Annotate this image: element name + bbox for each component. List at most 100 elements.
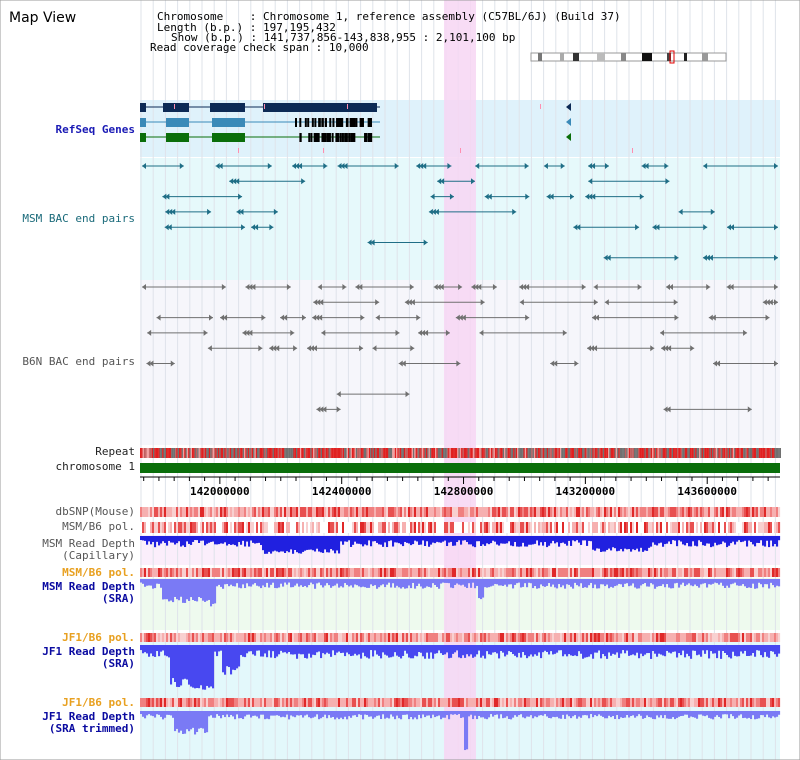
- bac-end-marker[interactable]: [251, 284, 256, 290]
- bac-end-marker[interactable]: [576, 224, 581, 231]
- msm-depth-sra-label[interactable]: MSM Read Depth (SRA): [42, 580, 135, 605]
- bac-end-marker[interactable]: [410, 299, 415, 306]
- bac-end-marker[interactable]: [666, 406, 671, 413]
- bac-end-marker[interactable]: [713, 360, 718, 367]
- bac-end-marker[interactable]: [524, 163, 529, 169]
- bac-end-marker[interactable]: [710, 208, 715, 215]
- gene-exon[interactable]: [308, 133, 311, 142]
- bac-end-marker[interactable]: [358, 284, 363, 290]
- bac-end-marker[interactable]: [248, 284, 253, 290]
- bac-end-marker[interactable]: [301, 314, 306, 321]
- bac-end-marker[interactable]: [162, 193, 167, 200]
- bac-end-marker[interactable]: [591, 314, 596, 321]
- bac-end-marker[interactable]: [272, 345, 277, 352]
- bac-end-marker[interactable]: [484, 193, 489, 200]
- gene-exon[interactable]: [140, 118, 146, 127]
- bac-end-marker[interactable]: [375, 314, 380, 321]
- bac-end-marker[interactable]: [422, 163, 427, 169]
- bac-end-marker[interactable]: [585, 193, 590, 200]
- bac-end-marker[interactable]: [394, 163, 399, 169]
- bac-end-marker[interactable]: [668, 284, 673, 290]
- bac-end-marker[interactable]: [525, 193, 530, 200]
- bac-end-marker[interactable]: [433, 284, 438, 290]
- bac-end-marker[interactable]: [765, 314, 770, 321]
- bac-end-marker[interactable]: [290, 329, 295, 336]
- chromosome-ideogram[interactable]: [530, 50, 727, 64]
- bac-end-marker[interactable]: [665, 178, 670, 185]
- gene-exon[interactable]: [321, 133, 324, 142]
- bac-end-marker[interactable]: [774, 224, 778, 231]
- gene-exon[interactable]: [341, 118, 344, 127]
- bac-end-marker[interactable]: [479, 329, 484, 336]
- bac-end-marker[interactable]: [208, 314, 213, 321]
- bac-end-marker[interactable]: [301, 178, 306, 185]
- bac-end-marker[interactable]: [593, 299, 598, 306]
- bac-end-marker[interactable]: [480, 299, 485, 306]
- bac-end-marker[interactable]: [774, 284, 778, 290]
- bac-end-marker[interactable]: [254, 224, 259, 231]
- bac-end-marker[interactable]: [708, 314, 713, 321]
- bac-end-marker[interactable]: [663, 406, 668, 413]
- gene-exon[interactable]: [353, 133, 356, 142]
- gene-exon[interactable]: [323, 133, 326, 142]
- bac-end-marker[interactable]: [593, 284, 598, 290]
- bac-end-marker[interactable]: [546, 193, 551, 200]
- gene-exon[interactable]: [350, 118, 353, 127]
- bac-end-marker[interactable]: [236, 208, 241, 215]
- bac-end-marker[interactable]: [168, 208, 173, 215]
- bac-end-marker[interactable]: [309, 345, 314, 352]
- bac-end-marker[interactable]: [323, 163, 328, 169]
- bac-end-marker[interactable]: [336, 391, 341, 398]
- bac-end-marker[interactable]: [522, 284, 527, 290]
- gene-exon[interactable]: [321, 118, 324, 127]
- bac-end-marker[interactable]: [703, 224, 708, 231]
- bac-end-marker[interactable]: [587, 345, 592, 352]
- bac-end-marker[interactable]: [655, 224, 660, 231]
- bac-end-marker[interactable]: [635, 224, 640, 231]
- msm-bac-end-pairs-track[interactable]: [142, 163, 778, 261]
- bac-end-marker[interactable]: [604, 299, 609, 306]
- bac-end-marker[interactable]: [269, 345, 274, 352]
- bac-end-marker[interactable]: [416, 314, 421, 321]
- refseq-genes-track[interactable]: [140, 103, 633, 153]
- bac-end-marker[interactable]: [142, 284, 147, 290]
- bac-end-marker[interactable]: [664, 163, 669, 169]
- bac-end-marker[interactable]: [360, 314, 365, 321]
- gene-exon[interactable]: [368, 133, 371, 142]
- bac-end-marker[interactable]: [239, 208, 244, 215]
- bac-end-marker[interactable]: [355, 284, 360, 290]
- bac-end-marker[interactable]: [340, 163, 345, 169]
- gene-exon[interactable]: [212, 133, 245, 142]
- bac-end-marker[interactable]: [269, 224, 274, 231]
- bac-end-marker[interactable]: [437, 178, 442, 185]
- bac-end-marker[interactable]: [588, 178, 593, 185]
- bac-end-marker[interactable]: [167, 224, 172, 231]
- bac-end-marker[interactable]: [458, 314, 463, 321]
- jf1-b6-pol-trim-label[interactable]: JF1/B6 pol.: [62, 696, 135, 709]
- gene-exon[interactable]: [318, 118, 321, 127]
- bac-end-marker[interactable]: [768, 299, 773, 306]
- bac-end-marker[interactable]: [550, 360, 555, 367]
- bac-end-marker[interactable]: [179, 163, 184, 169]
- gene-exon[interactable]: [369, 118, 372, 127]
- bac-end-marker[interactable]: [588, 193, 593, 200]
- bac-end-marker[interactable]: [221, 284, 226, 290]
- gene-exon[interactable]: [361, 118, 364, 127]
- bac-end-marker[interactable]: [295, 163, 300, 169]
- bac-end-marker[interactable]: [762, 299, 767, 306]
- bac-end-marker[interactable]: [774, 163, 778, 169]
- bac-end-marker[interactable]: [439, 284, 444, 290]
- bac-end-marker[interactable]: [674, 314, 679, 321]
- bac-end-marker[interactable]: [661, 345, 666, 352]
- bac-end-marker[interactable]: [248, 329, 253, 336]
- bac-end-marker[interactable]: [407, 299, 412, 306]
- bac-end-marker[interactable]: [258, 345, 263, 352]
- gene-exon[interactable]: [367, 118, 370, 127]
- bac-end-marker[interactable]: [573, 224, 578, 231]
- bac-end-marker[interactable]: [315, 314, 320, 321]
- gene-exon[interactable]: [370, 133, 373, 142]
- bac-end-marker[interactable]: [726, 224, 731, 231]
- gene-exon[interactable]: [304, 118, 307, 127]
- gene-exon[interactable]: [212, 118, 245, 127]
- bac-end-marker[interactable]: [461, 314, 466, 321]
